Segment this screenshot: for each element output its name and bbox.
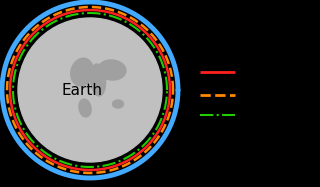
- Ellipse shape: [79, 99, 91, 117]
- Circle shape: [18, 18, 162, 162]
- Text: Earth: Earth: [61, 82, 102, 97]
- Ellipse shape: [98, 60, 126, 80]
- Ellipse shape: [113, 100, 124, 108]
- Ellipse shape: [71, 58, 93, 86]
- Ellipse shape: [90, 64, 106, 96]
